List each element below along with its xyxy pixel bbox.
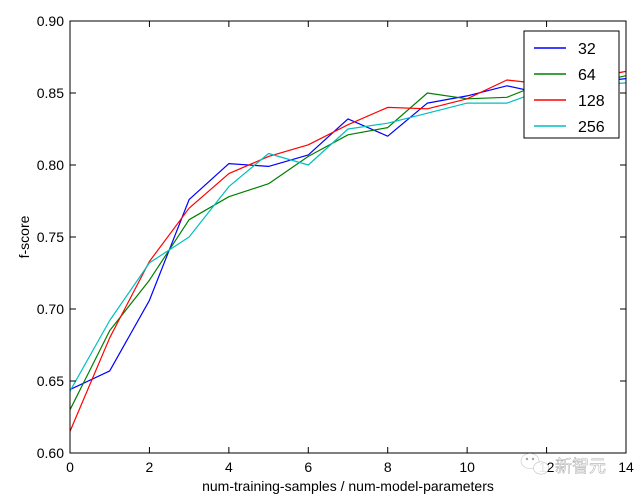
- watermark-text: 新智元: [555, 457, 606, 477]
- legend: 32 64 128 256: [523, 30, 620, 139]
- y-tick-label: 0.75: [37, 229, 64, 245]
- y-tick-label: 0.85: [37, 85, 64, 101]
- y-tick-label: 0.70: [37, 301, 64, 317]
- legend-label-64: 64: [578, 67, 596, 84]
- wechat-icon: [520, 453, 549, 475]
- y-axis-label: f-score: [16, 215, 32, 258]
- ticks: [69, 20, 627, 454]
- x-tick-label: 2: [146, 459, 154, 475]
- watermark: 新智元: [520, 453, 606, 477]
- y-tick-label: 0.65: [37, 373, 64, 389]
- y-tick-label: 0.80: [37, 157, 64, 173]
- tick-labels: 024681012140.600.650.700.750.800.850.90: [37, 13, 634, 475]
- legend-label-32: 32: [578, 41, 596, 58]
- y-tick-label: 0.90: [37, 13, 64, 29]
- x-tick-label: 0: [66, 459, 74, 475]
- x-tick-label: 6: [304, 459, 312, 475]
- legend-label-256: 256: [578, 119, 605, 136]
- x-tick-label: 8: [384, 459, 392, 475]
- x-tick-label: 14: [618, 459, 634, 475]
- x-tick-label: 4: [225, 459, 233, 475]
- legend-box: [523, 30, 620, 139]
- x-axis-label: num-training-samples / num-model-paramet…: [202, 478, 494, 494]
- legend-label-128: 128: [578, 93, 605, 110]
- y-tick-label: 0.60: [37, 445, 64, 461]
- x-tick-label: 10: [459, 459, 475, 475]
